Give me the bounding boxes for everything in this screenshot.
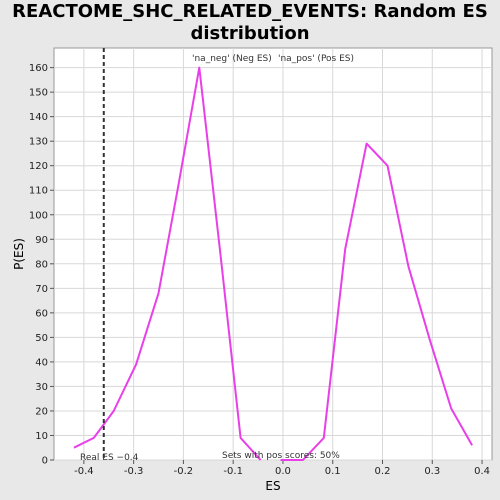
y-tick-label: 0 <box>42 456 48 467</box>
x-tick-label: 0.0 <box>275 466 291 477</box>
y-axis-label: P(ES) <box>12 238 26 270</box>
y-tick-label: 60 <box>35 308 48 319</box>
y-tick-label: 130 <box>29 137 48 148</box>
y-tick-label: 110 <box>29 186 48 197</box>
x-axis-ticks: -0.4 -0.3 -0.2 -0.1 0.0 0.1 0.2 0.3 0.4 <box>74 460 490 477</box>
chart-title-line-2: distribution <box>190 23 310 44</box>
legend-pos: 'na_pos' (Pos ES) <box>278 54 354 64</box>
x-tick-label: 0.2 <box>375 466 391 477</box>
y-axis-ticks: 0 10 20 30 40 50 60 70 80 90 100 110 120 130 140 150 160 <box>29 63 54 467</box>
x-tick-label: 0.4 <box>474 466 490 477</box>
x-tick-label: -0.1 <box>223 466 243 477</box>
y-tick-label: 20 <box>35 406 48 417</box>
y-tick-label: 80 <box>35 259 48 270</box>
y-tick-label: 150 <box>29 88 48 99</box>
chart-title-line-1: REACTOME_SHC_RELATED_EVENTS: Random ES <box>12 1 488 22</box>
x-tick-label: -0.4 <box>74 466 94 477</box>
series-line-neg <box>73 66 262 461</box>
chart-title: REACTOME_SHC_RELATED_EVENTS: Random ES d… <box>0 1 500 45</box>
x-tick-label: -0.2 <box>174 466 194 477</box>
series-line-pos <box>280 142 473 461</box>
y-tick-label: 100 <box>29 210 48 221</box>
y-tick-label: 70 <box>35 284 48 295</box>
legend-neg: 'na_neg' (Neg ES) <box>192 54 272 64</box>
y-tick-label: 40 <box>35 357 48 368</box>
series-lines <box>73 66 473 461</box>
grid-lines <box>54 48 492 461</box>
real-es-label: Real ES −0.4 <box>80 453 139 463</box>
x-tick-label: 0.3 <box>424 466 440 477</box>
x-tick-label: 0.1 <box>325 466 341 477</box>
y-tick-label: 30 <box>35 382 48 393</box>
y-tick-label: 140 <box>29 112 48 123</box>
y-tick-label: 120 <box>29 161 48 172</box>
x-tick-label: -0.3 <box>124 466 144 477</box>
x-axis-label: ES <box>265 479 280 493</box>
y-tick-label: 10 <box>35 431 48 442</box>
y-tick-label: 50 <box>35 333 48 344</box>
pos-scores-annotation: Sets with pos scores: 50% <box>222 451 340 461</box>
y-tick-label: 160 <box>29 63 48 74</box>
y-tick-label: 90 <box>35 235 48 246</box>
